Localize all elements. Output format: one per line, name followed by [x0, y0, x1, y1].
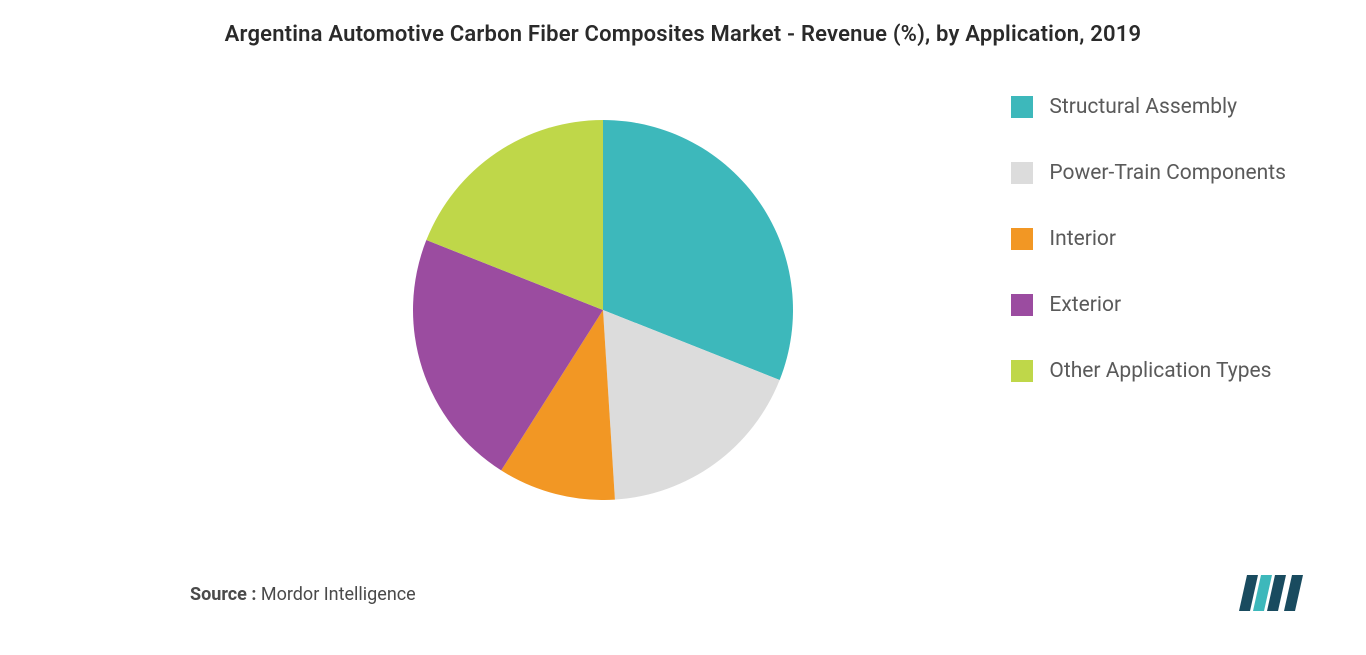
legend-swatch	[1011, 228, 1033, 250]
source-label: Source :	[190, 584, 256, 605]
legend-label: Interior	[1049, 227, 1116, 251]
source-value: Mordor Intelligence	[256, 584, 415, 605]
legend-item: Power-Train Components	[1011, 161, 1286, 185]
legend: Structural Assembly Power-Train Component…	[1011, 95, 1286, 383]
mordor-logo	[1236, 573, 1306, 613]
legend-item: Structural Assembly	[1011, 95, 1286, 119]
legend-label: Structural Assembly	[1049, 95, 1237, 119]
legend-swatch	[1011, 162, 1033, 184]
legend-swatch	[1011, 96, 1033, 118]
legend-label: Power-Train Components	[1049, 161, 1286, 185]
legend-swatch	[1011, 360, 1033, 382]
chart-title: Argentina Automotive Carbon Fiber Compos…	[0, 0, 1366, 47]
legend-item: Interior	[1011, 227, 1286, 251]
legend-swatch	[1011, 294, 1033, 316]
pie-chart	[413, 120, 793, 500]
source-attribution: Source : Mordor Intelligence	[190, 584, 416, 605]
legend-item: Exterior	[1011, 293, 1286, 317]
legend-label: Exterior	[1049, 293, 1121, 317]
legend-item: Other Application Types	[1011, 359, 1286, 383]
legend-label: Other Application Types	[1049, 359, 1271, 383]
